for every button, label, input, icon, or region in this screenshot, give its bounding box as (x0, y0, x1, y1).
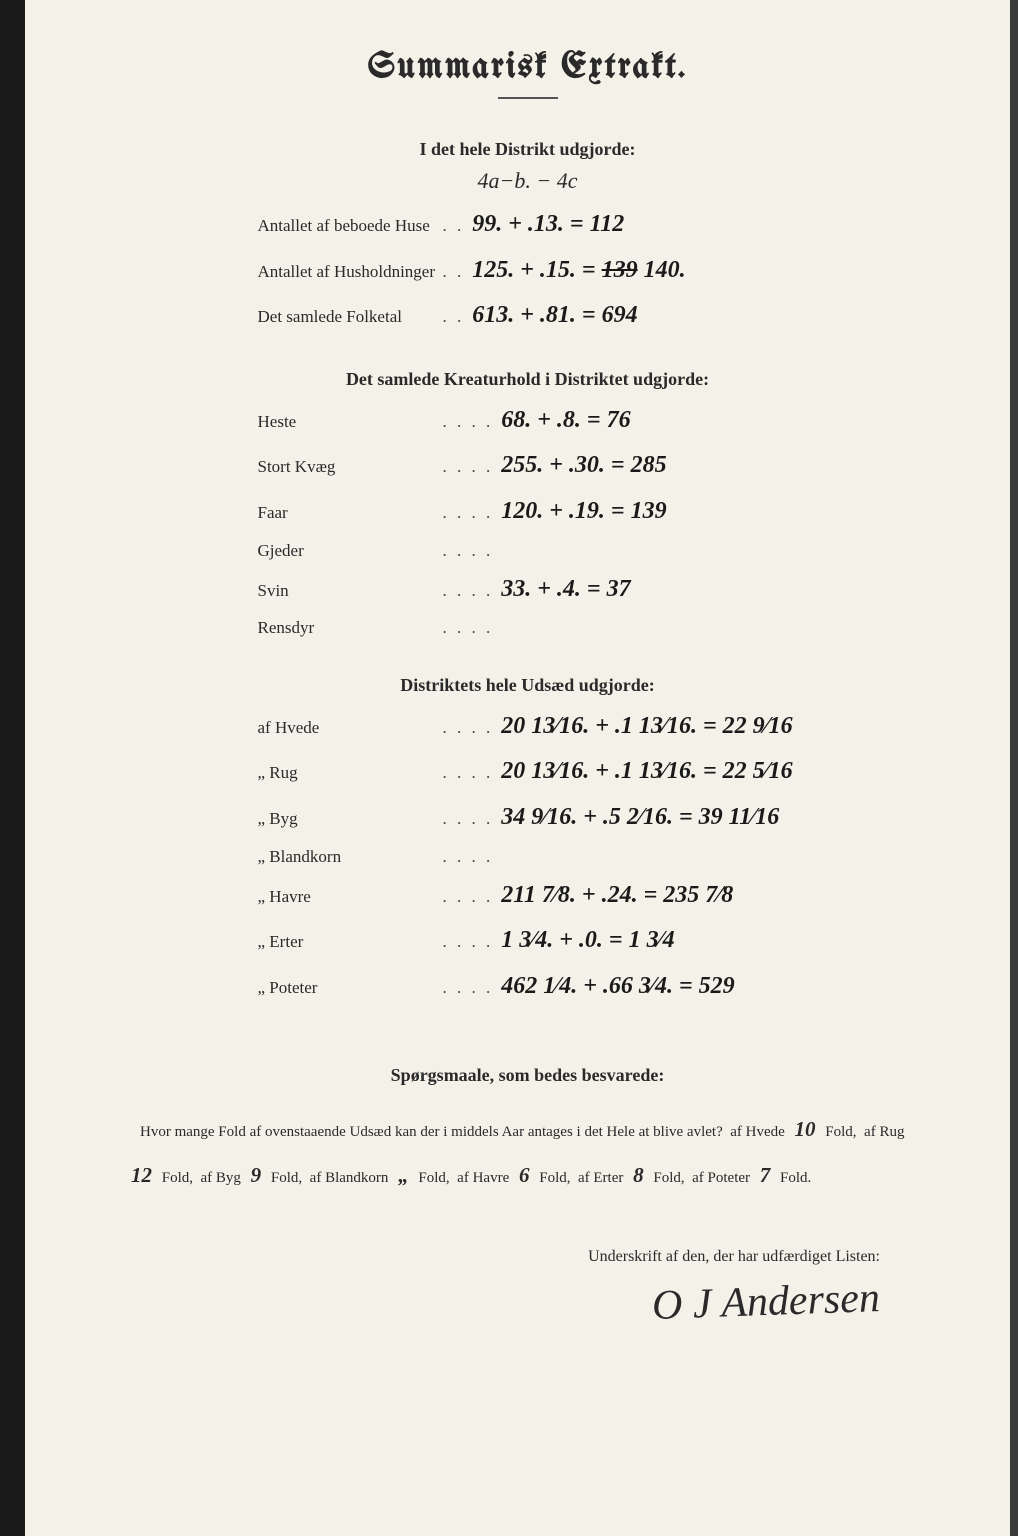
leader-dots: . . . . (443, 406, 494, 438)
row-label: „ Byg (258, 803, 443, 835)
leader-dots: . . . . (443, 881, 494, 913)
data-row: Stort Kvæg . . . . 255. + .30. = 285 (258, 443, 798, 489)
signature-label: Underskrift af den, der har udfærdiget L… (115, 1248, 880, 1266)
handwritten-value: 33. + .4. = 37 (493, 567, 630, 613)
leader-dots: . . . . (443, 451, 494, 483)
data-row: „ Blandkorn . . . . (258, 841, 798, 873)
section1-block: Antallet af beboede Huse . . 99. + .13. … (258, 202, 798, 339)
fold-value: „ (392, 1163, 415, 1187)
row-label: „ Poteter (258, 972, 443, 1004)
data-row: Heste . . . . 68. + .8. = 76 (258, 398, 798, 444)
row-label: Stort Kvæg (258, 451, 443, 483)
data-row: Rensdyr . . . . (258, 612, 798, 644)
data-row: Gjeder . . . . (258, 535, 798, 567)
handwritten-value: 125. + .15. = 139 140. (464, 248, 685, 294)
fold-value: 7 (754, 1163, 777, 1187)
section1-subnote: 4a−b. − 4c (115, 168, 940, 194)
fold-value: 12 (125, 1163, 158, 1187)
leader-dots: . . . . (443, 841, 494, 873)
handwritten-value: 99. + .13. = 112 (464, 202, 624, 248)
fold-value: 6 (513, 1163, 536, 1187)
section3-block: af Hvede . . . . 20 13⁄16. + .1 13⁄16. =… (258, 704, 798, 1010)
handwritten-value: 211 7⁄8. + .24. = 235 7⁄8 (493, 873, 733, 919)
row-label: „ Rug (258, 757, 443, 789)
leader-dots: . . . . (443, 612, 494, 644)
row-label: Faar (258, 497, 443, 529)
section3-heading: Distriktets hele Udsæd udgjorde: (115, 675, 940, 696)
row-label: „ Havre (258, 881, 443, 913)
leader-dots: . . . . (443, 575, 494, 607)
handwritten-value: 20 13⁄16. + .1 13⁄16. = 22 9⁄16 (493, 704, 792, 750)
row-label: af Hvede (258, 712, 443, 744)
row-label: Antallet af Husholdninger (258, 256, 443, 288)
data-row: Antallet af beboede Huse . . 99. + .13. … (258, 202, 798, 248)
document-page: Summarisk Extrakt. I det hele Distrikt u… (0, 0, 1018, 1536)
section2-heading: Det samlede Kreaturhold i Distriktet udg… (115, 369, 940, 390)
data-row: Faar . . . . 120. + .19. = 139 (258, 489, 798, 535)
data-row: Antallet af Husholdninger . . 125. + .15… (258, 248, 798, 294)
leader-dots: . . . . (443, 803, 494, 835)
row-label: Heste (258, 406, 443, 438)
title-rule (498, 97, 558, 99)
row-label: Rensdyr (258, 612, 443, 644)
row-label: Det samlede Folketal (258, 301, 443, 333)
handwritten-value: 462 1⁄4. + .66 3⁄4. = 529 (493, 964, 734, 1010)
signature-block: Underskrift af den, der har udfærdiget L… (115, 1248, 940, 1326)
signature-name: O J Andersen (651, 1274, 880, 1330)
data-row: Svin . . . . 33. + .4. = 37 (258, 567, 798, 613)
fold-value: 8 (627, 1163, 650, 1187)
leader-dots: . . . . (443, 497, 494, 529)
leader-dots: . . . . (443, 757, 494, 789)
data-row: „ Byg . . . . 34 9⁄16. + .5 2⁄16. = 39 1… (258, 795, 798, 841)
leader-dots: . . . . (443, 972, 494, 1004)
leader-dots: . . . . (443, 712, 494, 744)
data-row: „ Rug . . . . 20 13⁄16. + .1 13⁄16. = 22… (258, 749, 798, 795)
row-label: Antallet af beboede Huse (258, 210, 443, 242)
handwritten-value: 34 9⁄16. + .5 2⁄16. = 39 11⁄16 (493, 795, 779, 841)
row-label: Gjeder (258, 535, 443, 567)
handwritten-value: 613. + .81. = 694 (464, 293, 637, 339)
leader-dots: . . . . (443, 535, 494, 567)
data-row: „ Poteter . . . . 462 1⁄4. + .66 3⁄4. = … (258, 964, 798, 1010)
row-label: „ Erter (258, 926, 443, 958)
section1-heading: I det hele Distrikt udgjorde: (115, 139, 940, 160)
handwritten-value: 120. + .19. = 139 (493, 489, 666, 535)
row-label: Svin (258, 575, 443, 607)
row-label: „ Blandkorn (258, 841, 443, 873)
data-row: af Hvede . . . . 20 13⁄16. + .1 13⁄16. =… (258, 704, 798, 750)
leader-dots: . . . . (443, 926, 494, 958)
handwritten-value: 20 13⁄16. + .1 13⁄16. = 22 5⁄16 (493, 749, 792, 795)
section2-block: Heste . . . . 68. + .8. = 76Stort Kvæg .… (258, 398, 798, 645)
fold-value: 10 (789, 1117, 822, 1141)
question-heading: Spørgsmaale, som bedes besvarede: (115, 1065, 940, 1086)
leader-dots: . . (443, 256, 465, 288)
leader-dots: . . (443, 301, 465, 333)
fold-value: 9 (245, 1163, 268, 1187)
handwritten-value: 255. + .30. = 285 (493, 443, 666, 489)
data-row: „ Erter . . . . 1 3⁄4. + .0. = 1 3⁄4 (258, 918, 798, 964)
question-body: Hvor mange Fold af ovenstaaende Udsæd ka… (125, 1106, 930, 1198)
handwritten-value: 68. + .8. = 76 (493, 398, 630, 444)
page-title: Summarisk Extrakt. (115, 50, 940, 87)
leader-dots: . . (443, 210, 465, 242)
data-row: Det samlede Folketal . . 613. + .81. = 6… (258, 293, 798, 339)
data-row: „ Havre . . . . 211 7⁄8. + .24. = 235 7⁄… (258, 873, 798, 919)
handwritten-value: 1 3⁄4. + .0. = 1 3⁄4 (493, 918, 674, 964)
